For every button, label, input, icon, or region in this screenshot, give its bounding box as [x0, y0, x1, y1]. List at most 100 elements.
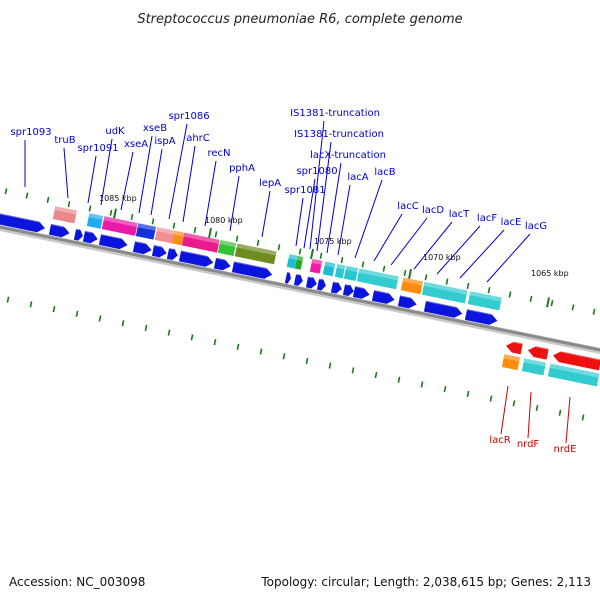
scale-tick	[581, 414, 585, 421]
scale-tick	[213, 338, 217, 346]
label-leader	[326, 162, 342, 254]
operon-block	[309, 258, 323, 274]
label-leader	[486, 233, 531, 283]
scale-tick	[466, 282, 470, 290]
scale-tick	[46, 196, 50, 203]
forward-gene-arrow	[73, 228, 83, 241]
scale-tick	[319, 252, 323, 259]
label-leader	[527, 391, 532, 439]
forward-gene-arrow	[178, 249, 214, 267]
gene-label: ispA	[154, 136, 175, 147]
backbone-line	[0, 225, 600, 352]
operon-block	[181, 232, 220, 253]
kbp-label: 1075 kbp	[314, 237, 352, 246]
scale-tick	[214, 231, 218, 238]
label-leader	[138, 135, 153, 214]
scale-tick	[256, 239, 260, 246]
label-leader	[204, 160, 217, 227]
gene-label: lacR	[489, 435, 510, 446]
scale-tick	[305, 357, 309, 365]
forward-gene-arrow	[132, 240, 152, 255]
label-leader	[373, 213, 403, 262]
operon-block	[334, 264, 346, 279]
forward-gene-arrow	[316, 277, 326, 291]
kbp-label: 1065 kbp	[531, 269, 569, 278]
gene-label: nrdF	[517, 439, 540, 450]
scale-tick	[277, 244, 281, 251]
gene-label: spr1081	[284, 185, 325, 196]
scale-tick	[382, 265, 386, 272]
major-tick	[113, 208, 117, 219]
scale-tick	[489, 395, 493, 402]
major-tick	[408, 268, 412, 280]
gene-label: lacA	[347, 172, 368, 183]
scale-tick	[420, 381, 424, 388]
gene-label: spr1093	[10, 127, 51, 138]
label-leader	[120, 151, 134, 211]
gene-label: udK	[105, 126, 125, 137]
operon-block	[217, 240, 237, 256]
gene-label: recN	[207, 148, 230, 159]
scale-tick	[282, 353, 286, 360]
label-leader	[354, 179, 383, 259]
gene-label: lacC	[397, 201, 418, 212]
operon-block	[234, 243, 277, 265]
reverse-operon-block	[521, 358, 546, 376]
scale-tick	[4, 188, 8, 195]
operon-block	[52, 206, 77, 224]
gene-label: xseA	[124, 139, 148, 150]
reverse-gene-arrow	[506, 339, 523, 355]
scale-tick	[558, 409, 562, 416]
scale-tick	[167, 329, 171, 336]
gene-label: pphA	[229, 163, 255, 174]
scale-tick	[466, 390, 470, 398]
forward-gene-arrow	[423, 299, 463, 318]
kbp-label: 1080 kbp	[205, 216, 243, 225]
label-leader	[100, 138, 113, 206]
kbp-label: 1085 kbp	[99, 194, 137, 203]
label-leader	[182, 145, 196, 223]
scale-tick	[424, 274, 428, 281]
scale-tick	[535, 404, 539, 412]
gene-label: IS1381-truncation	[294, 129, 384, 140]
scale-tick	[529, 295, 533, 302]
label-leader	[261, 190, 271, 238]
major-tick	[546, 297, 550, 308]
scale-tick	[403, 269, 407, 277]
scale-tick	[151, 218, 155, 225]
gene-label: spr1091	[77, 143, 118, 154]
scale-tick	[75, 310, 79, 317]
label-leader-lines	[24, 120, 571, 444]
reverse-gene-arrow	[528, 343, 549, 360]
scale-tick	[52, 306, 56, 313]
scale-tick	[235, 235, 239, 242]
scale-tick	[571, 304, 575, 311]
scale-tick	[193, 226, 197, 234]
scale-tick	[25, 192, 29, 199]
operon-block	[171, 230, 185, 246]
scale-tick	[550, 300, 554, 307]
forward-gene-arrow	[82, 229, 98, 244]
label-leader	[390, 217, 428, 266]
label-leader	[150, 148, 163, 216]
label-leader	[316, 141, 332, 252]
kbp-label: 1070 kbp	[423, 253, 461, 262]
forward-gene-arrow	[284, 271, 291, 284]
gene-label: IS1381-truncation	[290, 108, 380, 119]
forward-gene-arrow	[48, 222, 70, 238]
scale-tick	[29, 301, 33, 308]
scale-tick	[172, 222, 176, 229]
gene-label: lacB	[374, 167, 395, 178]
operon-block	[286, 254, 298, 269]
operon-block	[400, 277, 423, 295]
scale-tick	[144, 324, 148, 332]
scale-tick	[67, 201, 71, 208]
label-leader	[309, 120, 325, 250]
scale-tick	[340, 257, 344, 264]
scale-tick	[351, 367, 355, 374]
gene-label: ahrC	[186, 133, 210, 144]
label-leader	[303, 178, 316, 249]
accession-text: Accession: NC_003098	[9, 575, 145, 589]
label-leader	[565, 396, 571, 444]
